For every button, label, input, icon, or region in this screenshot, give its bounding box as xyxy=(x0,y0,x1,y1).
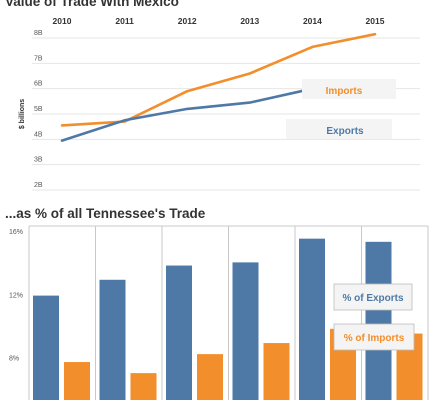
bar-series-group xyxy=(33,238,423,400)
line-y-axis: 2B 3B 4B 5B 6B 7B 8B xyxy=(34,30,43,189)
imports-line xyxy=(60,32,377,127)
exports-pct-legend-box xyxy=(333,283,413,311)
imports-pct-bar-2011 xyxy=(130,373,157,400)
line-x-tick-2013: 2013 xyxy=(240,16,259,26)
line-y-tick-7B: 7B xyxy=(34,55,43,62)
bar-y-axis: 8% 12% 16% xyxy=(9,229,23,363)
imports-legend-box xyxy=(302,79,396,99)
line-chart-title: Value of Trade With Mexico xyxy=(5,0,179,9)
bar-y-tick-8pct: 8% xyxy=(9,356,19,363)
exports-legend-label: Exports xyxy=(326,126,364,137)
imports-legend-label: Imports xyxy=(326,86,363,97)
bar-chart-title: ...as % of all Tennessee's Trade xyxy=(5,206,206,221)
line-y-tick-8B: 8B xyxy=(34,30,43,37)
bar-y-tick-16pct: 16% xyxy=(9,229,23,236)
line-x-tick-2011: 2011 xyxy=(115,16,134,26)
line-x-tick-2015: 2015 xyxy=(366,16,385,26)
imports-pct-legend-label: % of Imports xyxy=(344,333,405,344)
imports-pct-bar-2010 xyxy=(64,362,90,400)
bar-y-tick-12pct: 12% xyxy=(9,292,23,299)
imports-pct-bar-2013 xyxy=(263,343,290,400)
line-y-tick-6B: 6B xyxy=(34,81,43,88)
line-x-tick-2012: 2012 xyxy=(178,16,197,26)
imports-pct-legend-box xyxy=(333,323,415,351)
exports-pct-bar-2014 xyxy=(299,238,325,400)
line-x-tick-2014: 2014 xyxy=(303,16,322,26)
line-y-tick-4B: 4B xyxy=(34,131,43,138)
line-y-tick-3B: 3B xyxy=(34,157,43,164)
exports-pct-bar-2015 xyxy=(365,241,392,400)
exports-pct-bar-2010 xyxy=(33,295,59,400)
exports-pct-bar-2012 xyxy=(166,265,192,400)
imports-pct-bar-2012 xyxy=(197,354,223,400)
exports-pct-bar-2013 xyxy=(232,262,259,400)
line-gridlines xyxy=(32,37,420,191)
line-y-tick-5B: 5B xyxy=(34,106,43,113)
line-x-axis: 2010 2011 2012 2013 2014 2015 xyxy=(53,16,385,26)
line-y-axis-label: $ billions xyxy=(19,99,26,129)
line-y-tick-2B: 2B xyxy=(34,182,43,189)
exports-legend-box xyxy=(286,119,392,139)
line-x-tick-2010: 2010 xyxy=(53,16,72,26)
exports-pct-legend-label: % of Exports xyxy=(342,293,404,304)
exports-pct-bar-2011 xyxy=(99,279,126,400)
bar-panel-frame xyxy=(28,225,429,400)
